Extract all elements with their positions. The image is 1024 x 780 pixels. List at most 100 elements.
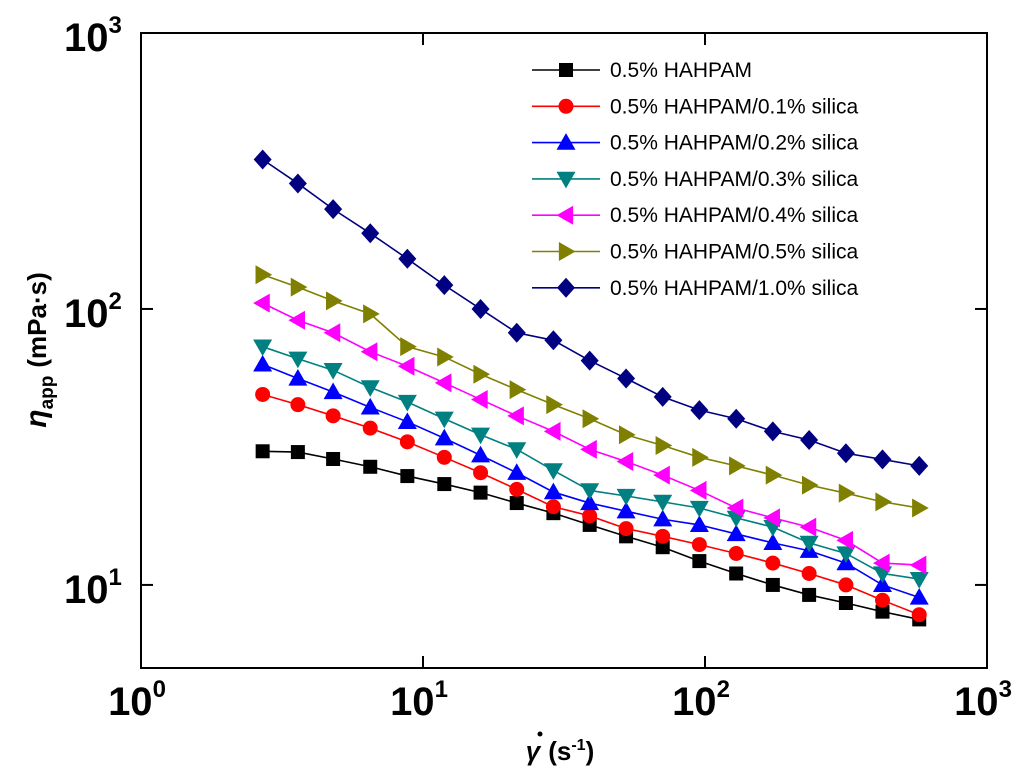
legend-marker xyxy=(559,63,573,77)
series-5 xyxy=(253,293,927,575)
data-point xyxy=(653,465,670,485)
y-tick-label: 103 xyxy=(64,12,122,60)
data-point xyxy=(800,430,819,451)
data-point xyxy=(360,342,378,362)
data-point xyxy=(617,368,636,389)
legend-marker xyxy=(558,98,574,114)
data-point xyxy=(509,380,527,400)
data-point xyxy=(689,480,707,500)
data-point xyxy=(471,389,488,409)
data-point xyxy=(434,428,454,446)
data-point xyxy=(872,553,890,573)
legend-label: 0.5% HAHPAM/0.2% silica xyxy=(610,132,859,155)
legend-marker xyxy=(556,205,574,225)
legend-label: 0.5% HAHPAM/0.4% silica xyxy=(610,204,859,227)
plot-frame xyxy=(140,32,988,669)
data-point xyxy=(473,364,491,384)
data-point xyxy=(397,412,417,429)
data-point xyxy=(729,456,746,476)
data-point xyxy=(618,521,634,537)
data-point xyxy=(255,386,271,402)
legend-label: 0.5% HAHPAM/0.3% silica xyxy=(610,168,859,191)
legend-item: 0.5% HAHPAM xyxy=(532,59,752,82)
legend-item: 0.5% HAHPAM/0.2% silica xyxy=(532,132,859,155)
data-point xyxy=(655,436,673,456)
y-axis-sub: app xyxy=(37,376,58,410)
data-point xyxy=(763,421,782,442)
data-point xyxy=(253,149,272,170)
data-point xyxy=(543,463,563,480)
x-axis-title: γ (s-1) xyxy=(526,731,594,766)
data-point xyxy=(799,517,817,537)
data-point xyxy=(290,277,308,297)
data-point xyxy=(580,483,600,500)
x-axis-unit-open: (s xyxy=(548,736,571,766)
data-point xyxy=(509,481,525,497)
data-point xyxy=(727,408,746,429)
data-point xyxy=(325,408,341,424)
data-point xyxy=(909,588,929,605)
tick-labels: 100 101 102 103 101 102 103 xyxy=(64,12,1012,724)
data-point xyxy=(290,445,305,460)
data-point xyxy=(400,337,417,357)
data-point xyxy=(728,545,744,561)
data-point xyxy=(473,465,489,481)
ticks xyxy=(140,32,988,668)
data-point xyxy=(692,554,707,569)
data-point xyxy=(326,451,341,466)
data-point xyxy=(765,465,783,485)
data-point xyxy=(323,323,341,343)
legend-marker xyxy=(558,242,576,261)
y-tick-label: 102 xyxy=(64,288,122,336)
svg-text:ηapp(mPa·s): ηapp (mPa·s) xyxy=(20,272,58,427)
legend-marker xyxy=(556,133,576,150)
data-point xyxy=(546,395,563,415)
data-point xyxy=(360,397,380,415)
data-point xyxy=(435,275,454,296)
data-point xyxy=(802,587,817,602)
data-point xyxy=(253,293,270,313)
data-point xyxy=(436,449,452,465)
series-3 xyxy=(253,354,929,605)
data-point xyxy=(582,508,598,524)
legend-label: 0.5% HAHPAM/1.0% silica xyxy=(610,277,859,300)
data-point xyxy=(398,248,417,269)
data-point xyxy=(543,421,561,441)
data-point xyxy=(434,411,454,429)
data-point xyxy=(765,555,781,571)
series-line xyxy=(262,363,920,599)
data-point xyxy=(618,425,636,445)
legend-item: 0.5% HAHPAM/0.5% silica xyxy=(532,241,859,264)
data-point xyxy=(361,223,380,244)
legend-label: 0.5% HAHPAM/0.1% silica xyxy=(610,95,859,118)
data-point xyxy=(471,427,491,445)
data-point xyxy=(507,442,527,459)
data-point xyxy=(838,483,856,503)
data-point xyxy=(910,455,929,476)
data-point xyxy=(838,577,854,593)
data-point xyxy=(799,535,819,553)
legend-marker xyxy=(557,277,575,298)
data-point xyxy=(397,394,417,412)
data-point xyxy=(653,386,672,407)
data-point xyxy=(691,537,707,553)
data-point xyxy=(653,494,673,512)
data-point xyxy=(909,555,927,575)
data-point xyxy=(801,475,819,495)
data-point xyxy=(763,533,783,551)
data-point xyxy=(544,330,563,351)
data-point xyxy=(726,524,746,542)
series-line xyxy=(262,345,920,580)
x-axis-symbol-dot xyxy=(537,731,543,737)
data-point xyxy=(253,339,273,357)
y-axis-title: ηapp (mPa·s) xyxy=(20,272,58,427)
data-point xyxy=(507,463,527,480)
data-point xyxy=(801,566,817,582)
data-point xyxy=(726,498,744,518)
data-point xyxy=(471,298,490,319)
data-point xyxy=(434,373,452,393)
data-point xyxy=(690,400,709,421)
legend: 0.5% HAHPAM 0.5% HAHPAM/0.1% silica 0.5% H… xyxy=(532,59,859,300)
data-point xyxy=(653,509,673,527)
